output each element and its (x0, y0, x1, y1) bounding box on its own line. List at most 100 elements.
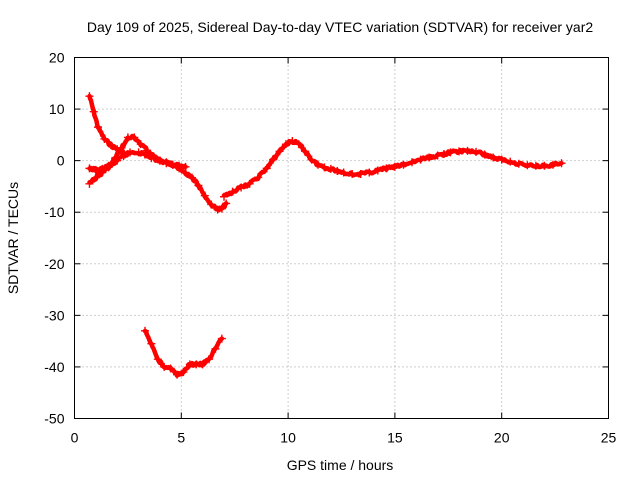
data-point (162, 159, 171, 168)
data-point (314, 160, 323, 169)
data-point (514, 159, 523, 168)
data-point (160, 362, 169, 371)
data-point (275, 147, 284, 156)
data-point (373, 166, 382, 175)
data-point (134, 148, 143, 157)
data-point (93, 123, 102, 132)
data-point (100, 134, 109, 143)
data-point (237, 183, 246, 192)
data-point (463, 146, 472, 155)
y-tick-label: 20 (49, 50, 65, 66)
y-tick-label: -20 (44, 256, 64, 272)
data-point (399, 160, 408, 169)
data-point (407, 158, 416, 167)
data-point (288, 137, 297, 146)
chart-title: Day 109 of 2025, Sidereal Day-to-day VTE… (87, 19, 593, 35)
y-tick-label: -30 (44, 307, 64, 323)
data-point (143, 146, 152, 155)
data-point (211, 344, 220, 353)
data-point (217, 334, 226, 343)
data-point (446, 148, 455, 157)
data-point (489, 153, 498, 162)
data-point (187, 173, 196, 182)
plot-frame (74, 57, 609, 419)
data-point (433, 151, 442, 160)
x-tick-label: 25 (601, 430, 617, 446)
data-point (155, 156, 164, 165)
data-series (85, 92, 566, 379)
x-axis-label: GPS time / hours (287, 457, 394, 473)
data-point (194, 181, 203, 190)
data-point (117, 143, 126, 152)
data-point (106, 141, 115, 150)
data-point (222, 199, 231, 208)
data-point (281, 140, 290, 149)
x-tick-label: 15 (387, 430, 403, 446)
data-point (181, 162, 190, 171)
data-point (506, 157, 515, 166)
data-point (166, 364, 175, 373)
data-point (104, 161, 113, 170)
data-point (147, 339, 156, 348)
data-point (245, 179, 254, 188)
data-point (200, 191, 209, 200)
data-point (111, 154, 120, 163)
data-point (85, 164, 94, 173)
data-point (136, 140, 145, 149)
series-arc-3 (85, 133, 190, 174)
data-point (85, 179, 94, 188)
data-point (98, 164, 107, 173)
data-point (294, 140, 303, 149)
data-point (89, 107, 98, 116)
data-point (531, 161, 540, 170)
axis-ticks: 0 5 10 15 20 25 -50 -40 -30 -20 -10 0 10 20 (44, 50, 616, 446)
data-point (333, 166, 342, 175)
data-point (262, 164, 271, 173)
data-point (254, 173, 263, 182)
data-point (382, 164, 391, 173)
data-point (153, 355, 162, 364)
x-tick-label: 10 (280, 430, 296, 446)
data-point (173, 370, 182, 379)
data-point (85, 92, 94, 101)
data-point (497, 155, 506, 164)
data-point (326, 164, 335, 173)
data-point (220, 192, 229, 201)
data-point (472, 147, 481, 156)
data-point (217, 204, 226, 213)
data-point (140, 326, 149, 335)
data-point (149, 152, 158, 161)
data-point (228, 187, 237, 196)
data-point (119, 152, 128, 161)
data-point (307, 155, 316, 164)
data-point (130, 133, 139, 142)
data-point (207, 200, 216, 209)
data-point (339, 168, 348, 177)
data-point (126, 148, 135, 157)
data-point (205, 355, 214, 364)
data-point (91, 165, 100, 174)
data-point (523, 161, 532, 170)
data-point (348, 170, 357, 179)
data-point (390, 162, 399, 171)
data-point (320, 163, 329, 172)
data-point (356, 170, 365, 179)
data-point (301, 147, 310, 156)
data-point (425, 153, 434, 162)
data-point (365, 168, 374, 177)
data-point (440, 149, 449, 158)
data-point (269, 155, 278, 164)
data-point (168, 160, 177, 169)
data-point (416, 155, 425, 164)
data-point (480, 150, 489, 159)
data-point (198, 360, 207, 369)
y-axis-label: SDTVAR / TECUs (5, 182, 21, 294)
data-point (175, 161, 184, 170)
data-point (213, 205, 222, 214)
series-arc-5 (140, 326, 226, 379)
y-tick-label: -50 (44, 411, 64, 427)
x-tick-label: 0 (71, 430, 79, 446)
data-point (548, 160, 557, 169)
